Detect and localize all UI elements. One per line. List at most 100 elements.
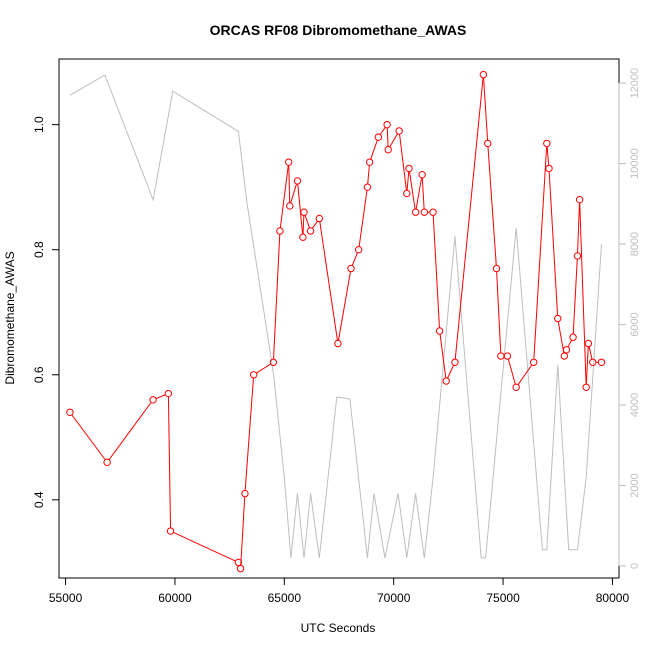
series-line-segment bbox=[399, 134, 407, 191]
series-layer bbox=[66, 70, 606, 573]
data-point bbox=[315, 214, 324, 223]
y-tick-label: 1.0 bbox=[32, 116, 46, 133]
series-line-segment bbox=[370, 140, 378, 160]
data-point bbox=[166, 527, 175, 535]
x-tick-label: 75000 bbox=[486, 591, 520, 605]
series-line-segment bbox=[548, 171, 559, 316]
y2-tick-label: 2000 bbox=[629, 473, 641, 497]
series-line-segment bbox=[304, 215, 310, 229]
y-tick-label: 0.4 bbox=[32, 491, 46, 508]
series-line-segment bbox=[533, 146, 548, 360]
data-point bbox=[299, 233, 307, 241]
data-point bbox=[234, 558, 243, 567]
series-line-segment bbox=[585, 346, 589, 385]
series-line-segment bbox=[244, 377, 254, 491]
data-point bbox=[236, 564, 245, 573]
series-line-segment bbox=[557, 321, 565, 353]
series-line-segment bbox=[572, 259, 578, 335]
series-line-segment bbox=[507, 358, 516, 385]
data-point bbox=[276, 227, 284, 235]
x-tick-label: 80000 bbox=[596, 591, 630, 605]
series-line-segment bbox=[517, 364, 533, 385]
data-point bbox=[435, 327, 444, 335]
series-line-segment bbox=[454, 77, 484, 360]
data-point bbox=[503, 352, 512, 360]
series-line-segment bbox=[337, 271, 351, 341]
data-point bbox=[562, 346, 571, 354]
series-line-segment bbox=[351, 252, 358, 266]
data-point bbox=[164, 389, 173, 398]
series-line-segment bbox=[290, 183, 297, 204]
data-point bbox=[300, 208, 308, 216]
series-line-segment bbox=[577, 202, 581, 253]
series-line-segment bbox=[311, 220, 318, 229]
data-point bbox=[560, 352, 569, 360]
data-point bbox=[334, 339, 342, 348]
series-line-segment bbox=[319, 221, 338, 341]
series-line-segment bbox=[108, 402, 152, 461]
x-tick-label: 65000 bbox=[268, 591, 302, 605]
y2-tick-label: 0 bbox=[629, 563, 641, 569]
data-point bbox=[149, 396, 157, 404]
series-line-segment bbox=[432, 215, 440, 328]
y2-tick-label: 10000 bbox=[629, 148, 641, 179]
series-line-segment bbox=[240, 496, 246, 566]
secondary-series-line bbox=[69, 74, 602, 559]
data-point bbox=[418, 170, 426, 179]
data-point bbox=[554, 314, 562, 323]
series-line-segment bbox=[567, 339, 573, 348]
data-point bbox=[589, 358, 597, 366]
data-point bbox=[269, 358, 278, 366]
data-point bbox=[103, 458, 111, 467]
x-tick-label: 55000 bbox=[49, 591, 83, 605]
series-line-segment bbox=[302, 215, 305, 235]
y2-tick-label: 12000 bbox=[629, 68, 641, 99]
series-line-segment bbox=[256, 363, 271, 374]
series-line-segment bbox=[367, 165, 370, 185]
series-line-segment bbox=[439, 334, 447, 378]
series-line-segment bbox=[483, 77, 489, 141]
data-point bbox=[497, 352, 505, 360]
data-point bbox=[241, 489, 249, 498]
data-point bbox=[479, 70, 488, 79]
data-point bbox=[411, 208, 420, 216]
series-line-segment bbox=[273, 234, 281, 360]
y-axis-right: 0 2000 4000 6000 8000 10000 12000 bbox=[618, 68, 641, 569]
data-point bbox=[347, 264, 355, 273]
series-line-segment bbox=[358, 190, 368, 247]
data-point bbox=[395, 127, 403, 135]
data-point bbox=[420, 208, 429, 216]
data-point bbox=[484, 139, 492, 148]
data-point bbox=[365, 158, 374, 166]
series-line-segment bbox=[579, 202, 587, 385]
series-line-segment bbox=[421, 177, 425, 210]
y-tick-label: 0.8 bbox=[32, 241, 46, 258]
series-line-segment bbox=[415, 177, 423, 210]
series-line-segment bbox=[406, 171, 410, 191]
data-point bbox=[529, 358, 538, 366]
series-line-segment bbox=[487, 146, 497, 266]
data-point bbox=[582, 383, 590, 391]
series-line-segment bbox=[71, 414, 106, 461]
series-line-segment bbox=[279, 165, 289, 228]
data-point bbox=[512, 383, 520, 391]
data-point bbox=[543, 139, 551, 148]
y-axis-label: Dibromomethane_AWAS bbox=[3, 251, 17, 384]
data-point bbox=[284, 158, 293, 166]
data-point bbox=[384, 145, 392, 154]
data-point bbox=[573, 252, 582, 260]
y-axis-left: 0.4 0.6 0.8 1.0 bbox=[32, 116, 59, 508]
series-line-segment bbox=[408, 171, 416, 210]
series-line-segment bbox=[546, 146, 550, 166]
series-line-segment bbox=[386, 127, 389, 147]
data-point bbox=[374, 133, 383, 141]
series-line-segment bbox=[379, 126, 386, 135]
data-point bbox=[584, 339, 593, 348]
series-line-segment bbox=[167, 396, 172, 528]
data-point bbox=[363, 183, 372, 191]
data-point bbox=[249, 371, 258, 379]
series-line-segment bbox=[155, 394, 166, 400]
data-point bbox=[66, 408, 74, 416]
series-line-segment bbox=[389, 133, 398, 148]
